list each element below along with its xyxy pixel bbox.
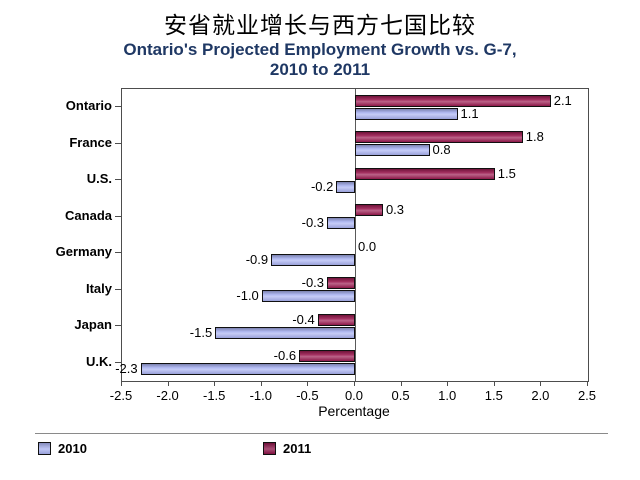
value-label-2010-ontario: 1.1 [460, 105, 479, 121]
bar-2010-france [355, 144, 430, 157]
x-tick-label-0.0: 0.0 [344, 388, 364, 403]
bar-2010-uk [140, 363, 355, 376]
value-label-2011-germany: 0.0 [358, 238, 377, 254]
bar-2011-italy [327, 277, 355, 290]
category-label-uk: U.K. [86, 353, 112, 369]
bar-2010-ontario [355, 107, 458, 120]
category-tick [115, 179, 121, 181]
category-tick [115, 361, 121, 363]
category-label-italy: Italy [85, 280, 112, 296]
x-tick [354, 381, 355, 386]
value-label-2011-france: 1.8 [525, 129, 544, 145]
legend-swatch-2011 [263, 442, 276, 455]
x-tick [540, 381, 542, 386]
chart-title-chinese: 安省就业增长与西方七国比较 [164, 12, 476, 38]
x-tick [260, 381, 262, 386]
value-label-2010-uk: -2.3 [115, 361, 138, 377]
value-label-2010-italy: -1.0 [236, 288, 259, 304]
value-label-2011-uk: -0.6 [273, 348, 297, 364]
value-label-2010-japan: -1.5 [189, 324, 213, 340]
chart-subtitle-line1: Ontario's Projected Employment Growth vs… [123, 40, 517, 59]
legend-divider [35, 433, 608, 434]
category-tick [115, 106, 121, 108]
x-tick-label--1.5: -1.5 [202, 388, 226, 403]
bar-2011-canada [355, 204, 383, 217]
x-tick-label--2.5: -2.5 [109, 388, 133, 403]
category-tick [115, 288, 121, 290]
x-tick-label--0.5: -0.5 [296, 388, 319, 403]
x-tick [167, 381, 169, 386]
category-label-germany: Germany [55, 244, 112, 260]
bar-2011-france [355, 131, 523, 144]
category-tick [115, 142, 121, 144]
category-tick [115, 252, 121, 254]
value-label-2010-germany: -0.9 [245, 251, 269, 267]
value-label-2010-us: -0.2 [310, 178, 334, 194]
x-axis-title: Percentage [318, 403, 390, 419]
x-tick [214, 381, 216, 386]
bar-2010-italy [261, 290, 355, 303]
chart-subtitle-line2: 2010 to 2011 [269, 60, 371, 79]
legend-swatch-2010 [38, 442, 51, 455]
bar-2011-japan [317, 313, 355, 326]
zero-baseline [354, 89, 356, 381]
category-label-us: U.S. [86, 171, 112, 187]
value-label-2011-italy: -0.3 [301, 275, 325, 291]
category-label-japan: Japan [74, 317, 112, 333]
x-tick-label-2.0: 2.0 [531, 388, 550, 403]
value-label-2011-japan: -0.4 [292, 311, 315, 327]
category-label-canada: Canada [65, 207, 112, 223]
bar-2011-us [355, 167, 495, 180]
bar-2010-us [336, 180, 355, 193]
bar-2011-uk [299, 350, 355, 363]
value-label-2010-france: 0.8 [432, 142, 451, 158]
x-tick [307, 381, 309, 386]
x-tick [587, 381, 588, 386]
plot-area: 2.1 1.1 1.8 0.8 1.5 -0.2 0.3 -0.3 0.0 -0.9 -0.3 -1.… [115, 88, 589, 382]
bar-2011-ontario [355, 94, 551, 107]
category-tick [115, 215, 121, 217]
category-label-ontario: Ontario [65, 98, 112, 114]
x-tick-label-1.5: 1.5 [484, 388, 503, 403]
x-tick-label--2.0: -2.0 [156, 388, 179, 403]
bar-2010-germany [271, 253, 355, 266]
value-label-2011-us: 1.5 [497, 165, 516, 181]
value-label-2011-ontario: 2.1 [553, 92, 572, 108]
x-tick-label-0.5: 0.5 [391, 388, 410, 403]
value-label-2011-canada: 0.3 [385, 202, 405, 218]
bar-2010-canada [327, 217, 355, 230]
legend-label-2011: 2011 [283, 441, 312, 456]
category-label-france: France [69, 134, 112, 150]
value-label-2010-canada: -0.3 [301, 215, 325, 231]
x-tick-label-1.0: 1.0 [438, 388, 457, 403]
bar-2010-japan [215, 326, 355, 339]
x-tick [400, 381, 402, 386]
x-tick [121, 381, 122, 386]
x-tick-label--1.0: -1.0 [249, 388, 272, 403]
x-tick [493, 381, 495, 386]
x-tick-label-2.5: 2.5 [577, 388, 597, 403]
x-tick [447, 381, 449, 386]
legend-label-2010: 2010 [58, 441, 87, 456]
category-tick [115, 325, 121, 327]
